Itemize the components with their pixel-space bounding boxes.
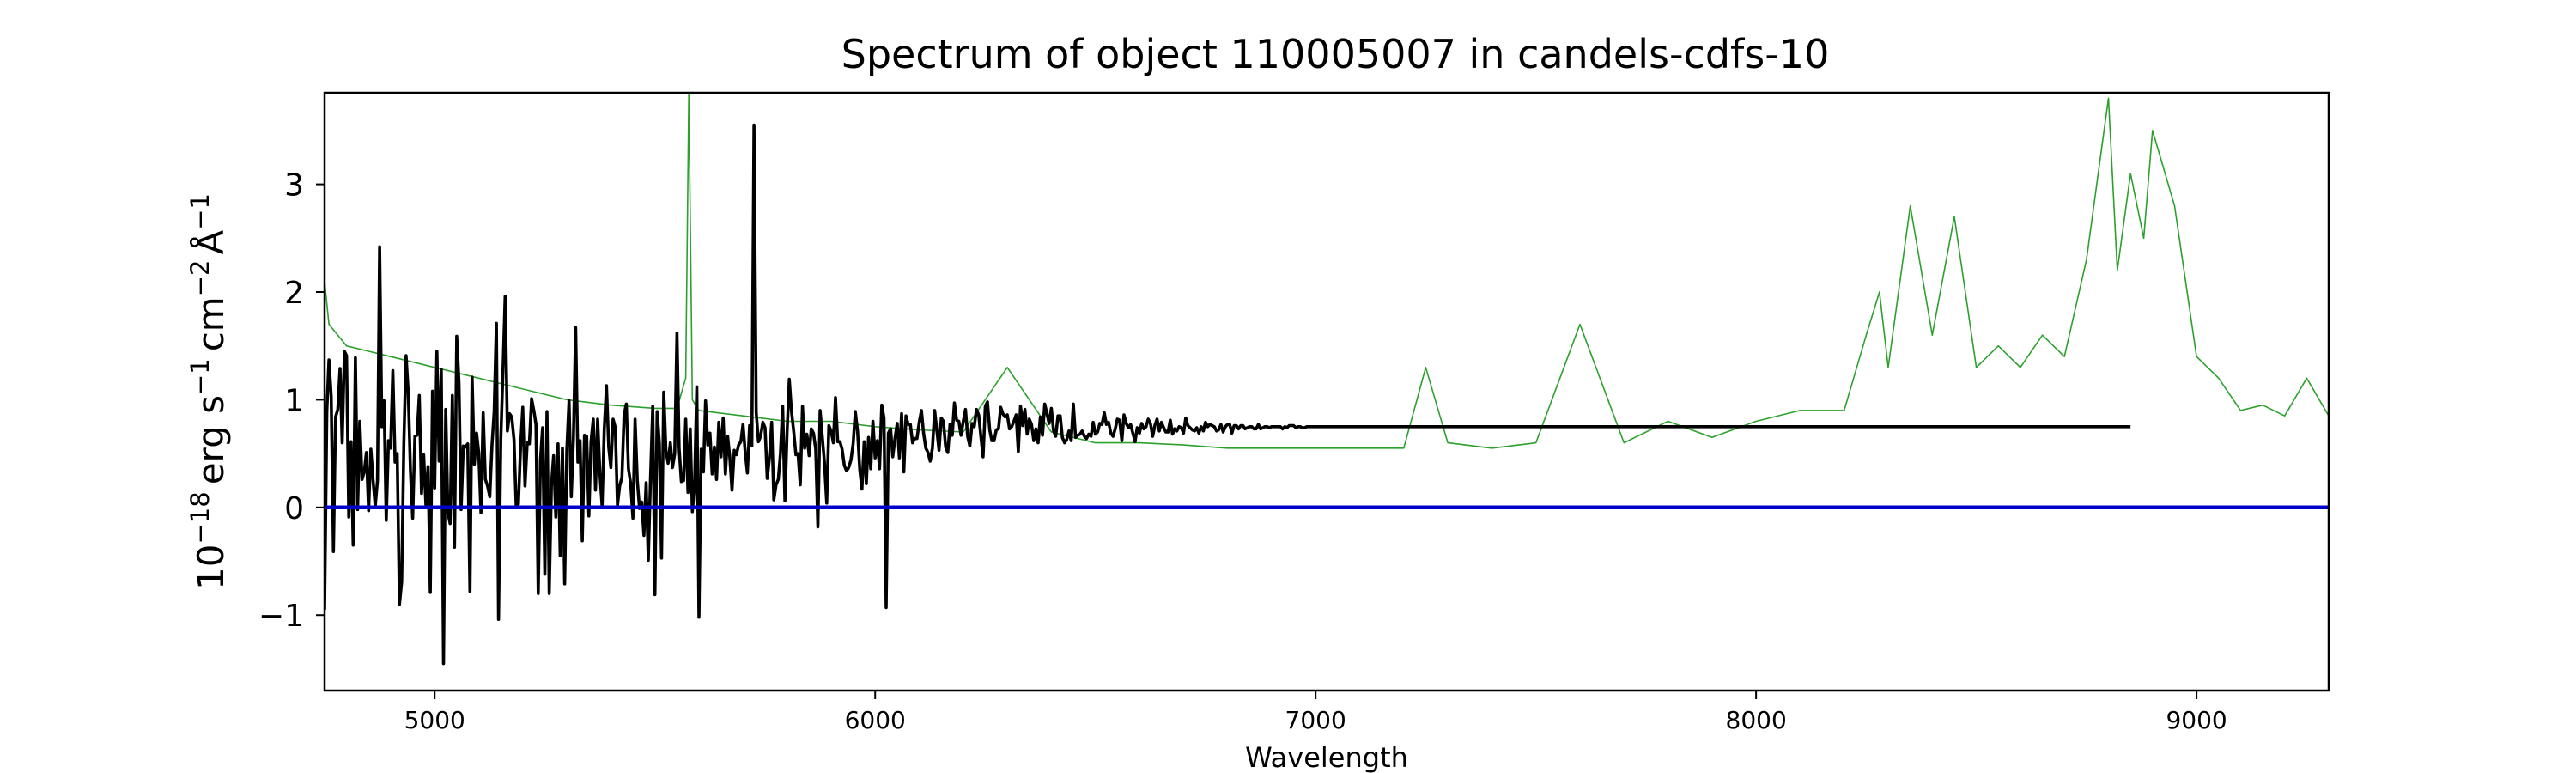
chart-title: Spectrum of object 110005007 in candels-…: [841, 31, 1830, 77]
y-label-ang-exp: −1: [185, 193, 215, 230]
x-axis: 5000 6000 7000 8000 9000: [404, 691, 2227, 734]
y-label-ang: Å: [189, 230, 232, 255]
y-label-erg: erg s: [190, 395, 232, 484]
x-tick-label: 8000: [1726, 706, 1787, 734]
plot-frame: [323, 91, 2330, 692]
x-tick-label: 6000: [845, 706, 906, 734]
x-axis-label: Wavelength: [1245, 741, 1408, 773]
y-axis: −1 0 1 2 3: [258, 168, 325, 634]
plot-area: [325, 93, 2329, 666]
y-label-base: 10: [190, 545, 232, 590]
y-tick-label: −1: [258, 599, 304, 634]
series-layer: [325, 93, 2329, 666]
y-tick-label: 0: [284, 491, 304, 526]
y-label-s-exp: −1: [185, 358, 215, 395]
y-label-cm: cm: [190, 296, 232, 351]
y-tick-label: 3: [284, 168, 304, 204]
y-label-exp: −18: [185, 491, 215, 544]
x-tick-label: 5000: [404, 706, 465, 734]
y-axis-label: 10−18erg s−1cm−2Å−1: [185, 193, 232, 590]
y-tick-label: 2: [284, 276, 304, 311]
x-tick-label: 9000: [2166, 706, 2227, 734]
x-tick-label: 7000: [1285, 706, 1346, 734]
flux-series-line: [325, 123, 2131, 666]
y-label-cm-exp: −2: [185, 260, 215, 297]
y-tick-label: 1: [284, 383, 304, 418]
